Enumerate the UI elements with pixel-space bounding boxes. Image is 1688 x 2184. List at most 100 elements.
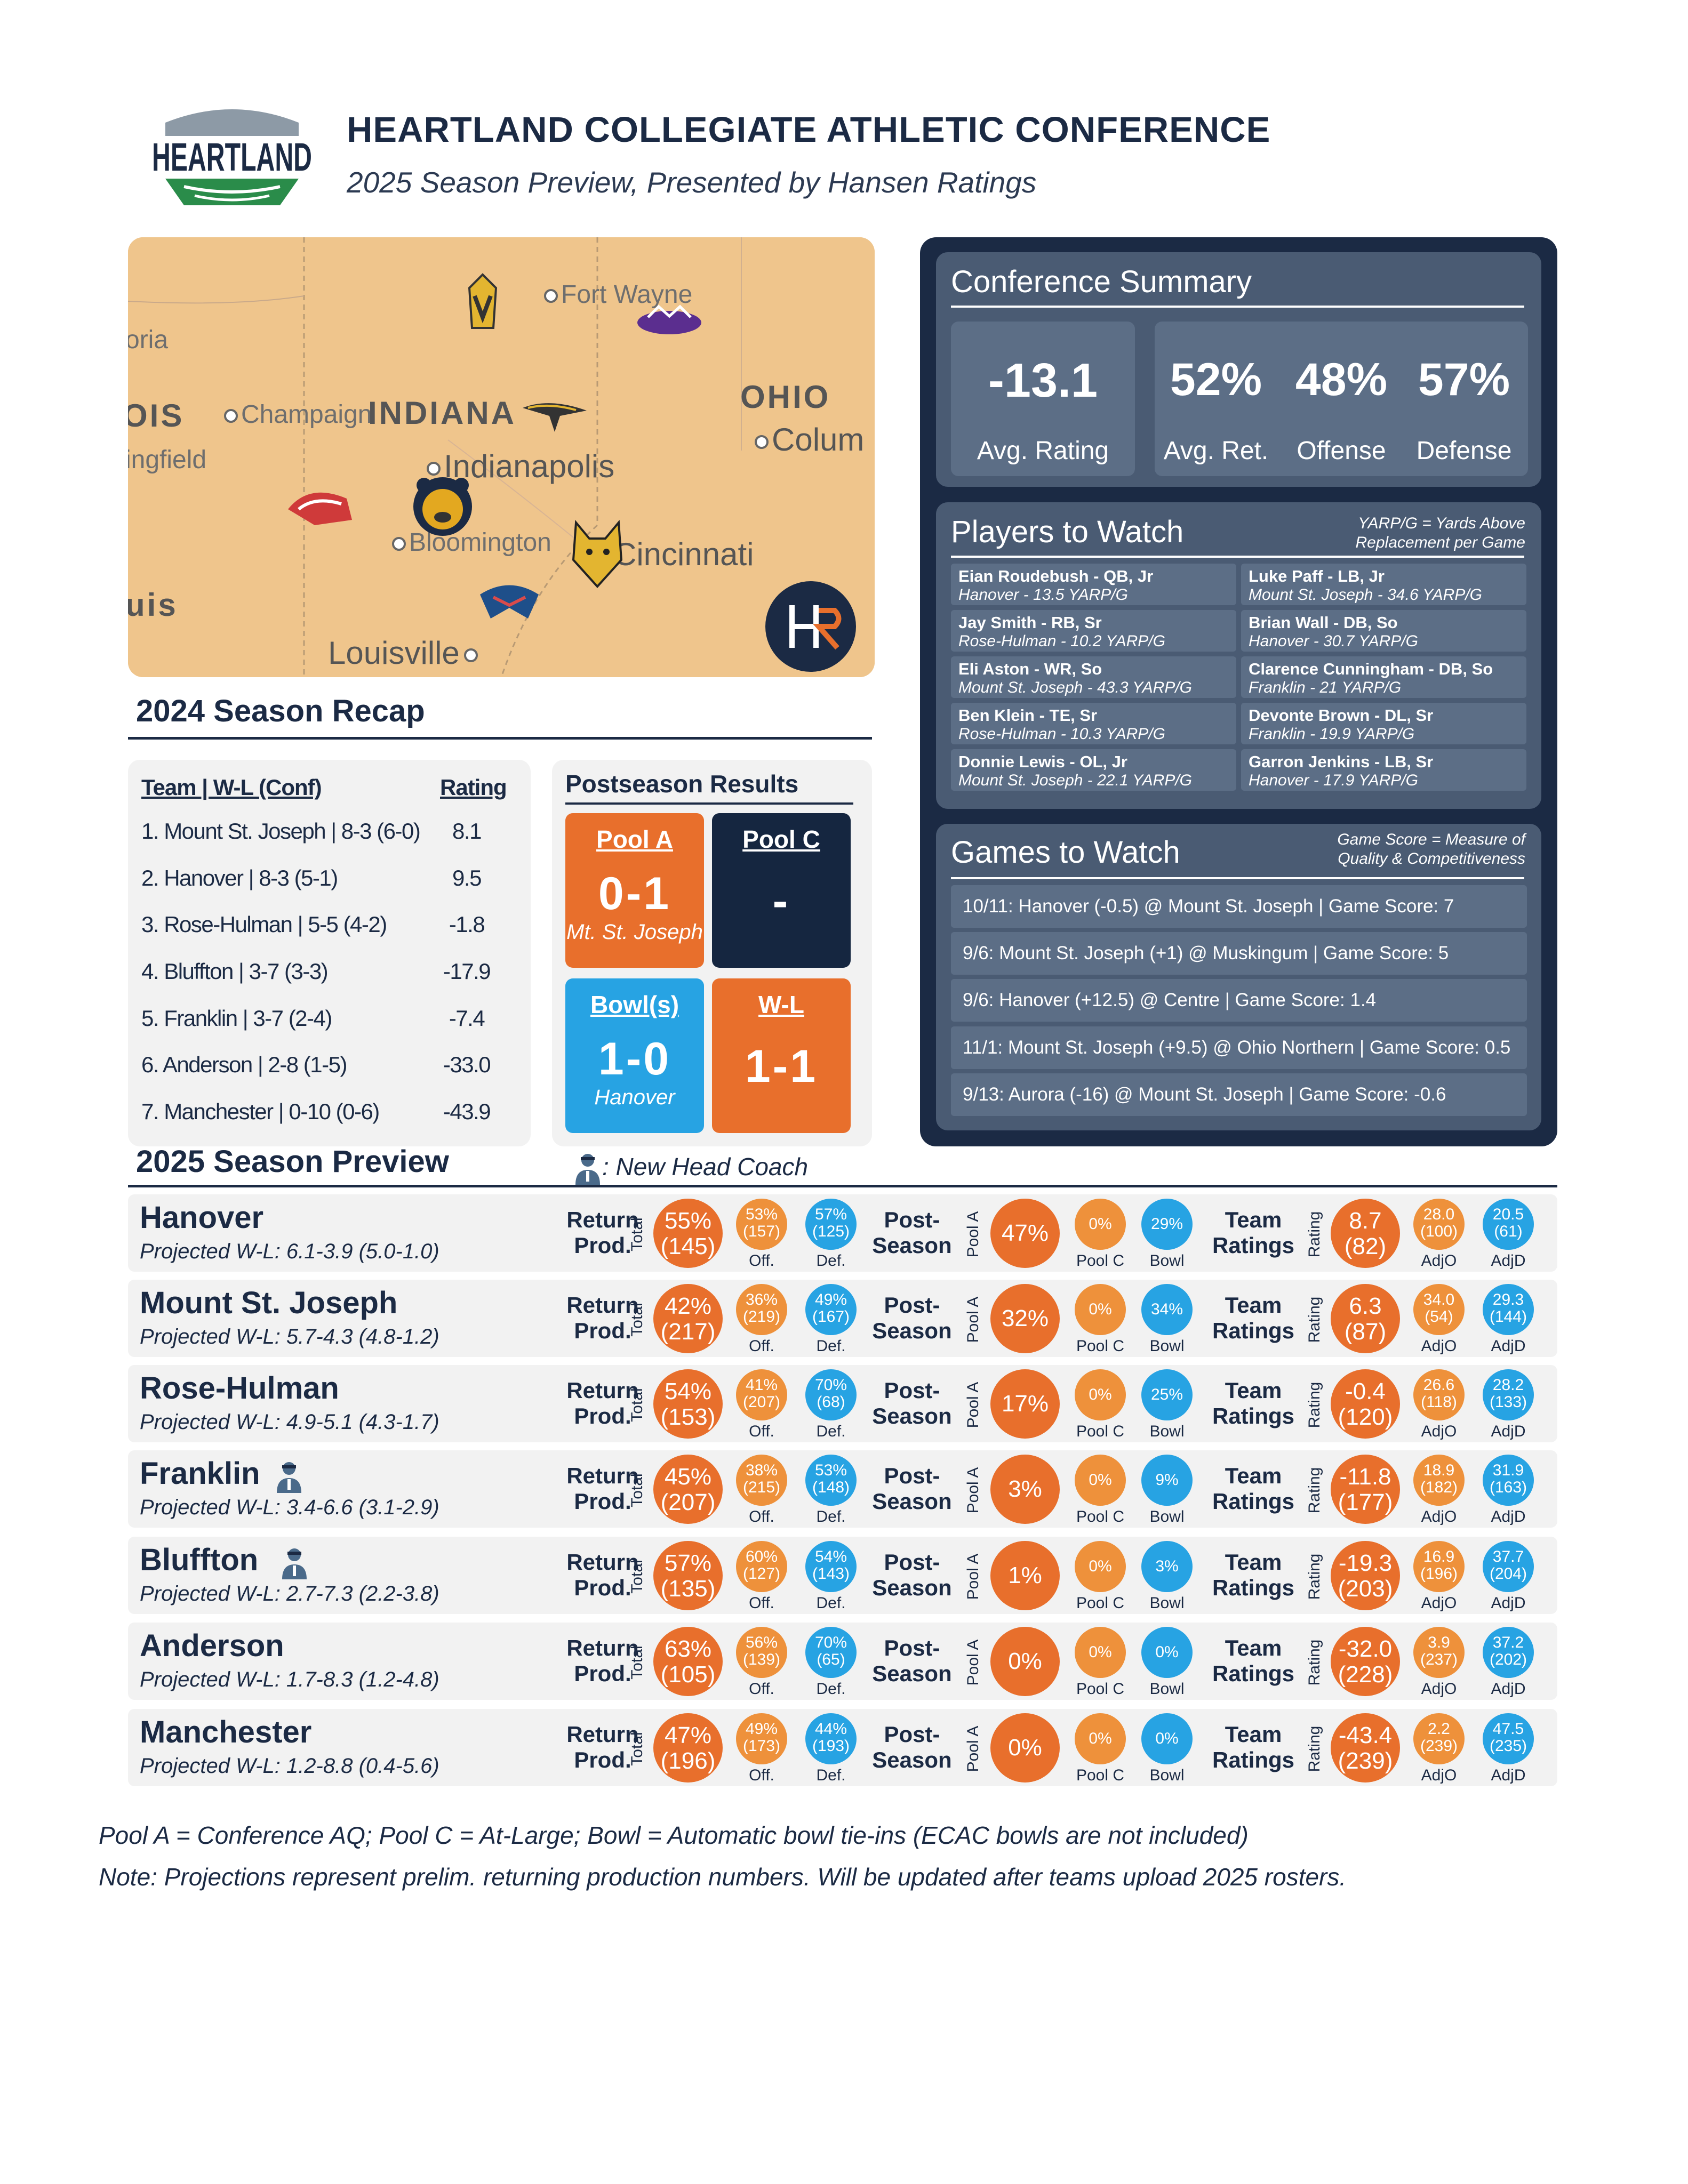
total-return-circle: 54% (153) — [653, 1369, 723, 1439]
team-name: Anderson — [140, 1628, 284, 1663]
player-card: Luke Paff - LB, Jr Mount St. Joseph - 34.… — [1241, 564, 1526, 605]
pool-c-circle: 0% — [1075, 1455, 1126, 1506]
adjd-circle: 28.2 (133) — [1483, 1369, 1534, 1420]
rating-circle: -19.3 (203) — [1331, 1541, 1400, 1610]
pool-a-label: Pool A — [964, 1639, 982, 1686]
team-marker-arrow-icon — [523, 403, 587, 432]
bowl-circle: 0% — [1141, 1627, 1193, 1678]
team-projection: Projected W-L: 3.4-6.6 (3.1-2.9) — [140, 1496, 439, 1519]
return-prod-label: Return Prod. — [566, 1635, 639, 1686]
player-card: Eli Aston - WR, So Mount St. Joseph - 43.… — [951, 656, 1236, 698]
off-return-circle: 49% (173) — [736, 1713, 787, 1764]
games-title: Games to Watch — [951, 835, 1180, 870]
footer-note: Note: Projections represent prelim. retu… — [99, 1863, 1347, 1891]
team-marker-panther-icon — [572, 519, 623, 588]
team-name: Hanover — [140, 1200, 264, 1235]
preview-rule — [128, 1185, 1557, 1187]
summary-title: Conference Summary — [951, 264, 1252, 299]
total-label: Total — [628, 1645, 646, 1680]
rating-label: Rating — [1306, 1725, 1323, 1772]
total-label: Total — [628, 1560, 646, 1594]
adjd-label: AdjD — [1491, 1423, 1526, 1440]
postseason-label: Post-Season — [872, 1378, 952, 1428]
def-return-circle: 44% (193) — [805, 1713, 857, 1764]
conference-summary: Conference Summary -13.1 Avg. Rating 52%… — [936, 252, 1541, 487]
game-item: 9/6: Mount St. Joseph (+1) @ Muskingum |… — [951, 932, 1527, 975]
adjo-label: AdjO — [1421, 1337, 1457, 1355]
team-ratings-label: Team Ratings — [1212, 1549, 1294, 1600]
map-label-columbus: Colum — [755, 421, 864, 458]
total-return-circle: 42% (217) — [653, 1284, 723, 1353]
rating-label: Rating — [1306, 1639, 1323, 1686]
recap-table: Team | W-L (Conf) Rating 1. Mount St. Jo… — [128, 760, 531, 1146]
pool-a-label: Pool A — [964, 1211, 982, 1258]
adjd-circle: 37.7 (204) — [1483, 1541, 1534, 1592]
postseason-label: Post-Season — [872, 1463, 952, 1514]
conference-map: Fort Wayne oria OIS Champaign INDIANA OH… — [128, 237, 875, 677]
bowl-label: Bowl — [1149, 1508, 1185, 1525]
team-marker-bear-icon — [413, 477, 472, 536]
postseason-title: Postseason Results — [565, 770, 799, 798]
rating-circle: -11.8 (177) — [1331, 1455, 1400, 1524]
team-row: Manchester Projected W-L: 1.2-8.8 (0.4-5… — [128, 1709, 1557, 1786]
map-label-cincinnati: Cincinnati — [613, 536, 754, 572]
recap-rule — [128, 737, 872, 740]
off-label: Off. — [749, 1252, 774, 1270]
player-card: Devonte Brown - DL, Sr Franklin - 19.9 YA… — [1241, 703, 1526, 744]
def-label: Def. — [816, 1423, 846, 1440]
pool-a-label: Pool A — [964, 1382, 982, 1428]
team-name: Mount St. Joseph — [140, 1286, 398, 1320]
team-ratings-label: Team Ratings — [1212, 1207, 1294, 1258]
map-label-champaign: Champaign — [224, 400, 372, 429]
def-return-circle: 70% (65) — [805, 1627, 857, 1678]
total-return-circle: 45% (207) — [653, 1455, 723, 1524]
def-label: Def. — [816, 1767, 846, 1784]
adjd-label: AdjD — [1491, 1680, 1526, 1698]
rating-circle: 6.3 (87) — [1331, 1284, 1400, 1353]
pool-a-circle: 32% — [990, 1284, 1060, 1353]
pool-a-label: Pool A — [964, 1467, 982, 1514]
recap-row: 7. Manchester | 0-10 (0-6) -43.9 — [141, 1099, 491, 1124]
new-coach-icon — [282, 1548, 307, 1579]
conference-panel: Conference Summary -13.1 Avg. Rating 52%… — [920, 237, 1557, 1146]
recap-col-rating: Rating — [440, 775, 507, 800]
total-return-circle: 55% (145) — [653, 1199, 723, 1268]
adjo-circle: 34.0 (54) — [1413, 1284, 1465, 1335]
pool-a-label: Pool A — [964, 1725, 982, 1772]
team-row: Franklin Projected W-L: 3.4-6.6 (3.1-2.9… — [128, 1450, 1557, 1528]
player-card: Clarence Cunningham - DB, So Franklin - 2… — [1241, 656, 1526, 698]
bowl-circle: 0% — [1141, 1713, 1193, 1764]
total-label: Total — [628, 1217, 646, 1251]
players-note: YARP/G = Yards Above Replacement per Gam… — [1355, 515, 1526, 551]
team-row: Anderson Projected W-L: 1.7-8.3 (1.2-4.8… — [128, 1623, 1557, 1700]
team-marker-hawk-icon — [480, 585, 539, 619]
adjo-circle: 2.2 (239) — [1413, 1713, 1465, 1764]
pool-c-circle: 0% — [1075, 1199, 1126, 1250]
bowl-label: Bowl — [1149, 1337, 1185, 1355]
pool-a-label: Pool A — [964, 1296, 982, 1343]
game-item: 11/1: Mount St. Joseph (+9.5) @ Ohio Nor… — [951, 1026, 1527, 1069]
bowl-label: Bowl — [1149, 1767, 1185, 1784]
rating-label: Rating — [1306, 1467, 1323, 1514]
page-title: HEARTLAND COLLEGIATE ATHLETIC CONFERENCE — [347, 110, 1271, 150]
return-stats: 52% Avg. Ret. 48% Offense 57% Defense — [1155, 322, 1528, 476]
coach-icon — [575, 1154, 600, 1185]
bowl-box: Bowl(s) 1-0 Hanover — [565, 978, 704, 1133]
team-marker-trojan-icon — [468, 273, 498, 329]
team-projection: Projected W-L: 1.7-8.3 (1.2-4.8) — [140, 1668, 439, 1691]
rating-label: Rating — [1306, 1382, 1323, 1428]
def-label: Def. — [816, 1594, 846, 1612]
preview-title: 2025 Season Preview — [136, 1144, 449, 1179]
new-coach-icon — [277, 1462, 301, 1493]
pool-a-circle: 1% — [990, 1541, 1060, 1610]
adjd-label: AdjD — [1491, 1767, 1526, 1784]
return-prod-label: Return Prod. — [566, 1722, 639, 1772]
adjo-label: AdjO — [1421, 1680, 1457, 1698]
recap-row: 2. Hanover | 8-3 (5-1) 9.5 — [141, 865, 482, 890]
off-return-circle: 36% (219) — [736, 1284, 787, 1335]
map-label-indiana: INDIANA — [368, 395, 516, 431]
adjd-circle: 31.9 (163) — [1483, 1455, 1534, 1506]
player-card: Donnie Lewis - OL, Jr Mount St. Joseph - … — [951, 749, 1236, 791]
team-row: Mount St. Joseph Projected W-L: 5.7-4.3 … — [128, 1280, 1557, 1357]
off-label: Off. — [749, 1337, 774, 1355]
